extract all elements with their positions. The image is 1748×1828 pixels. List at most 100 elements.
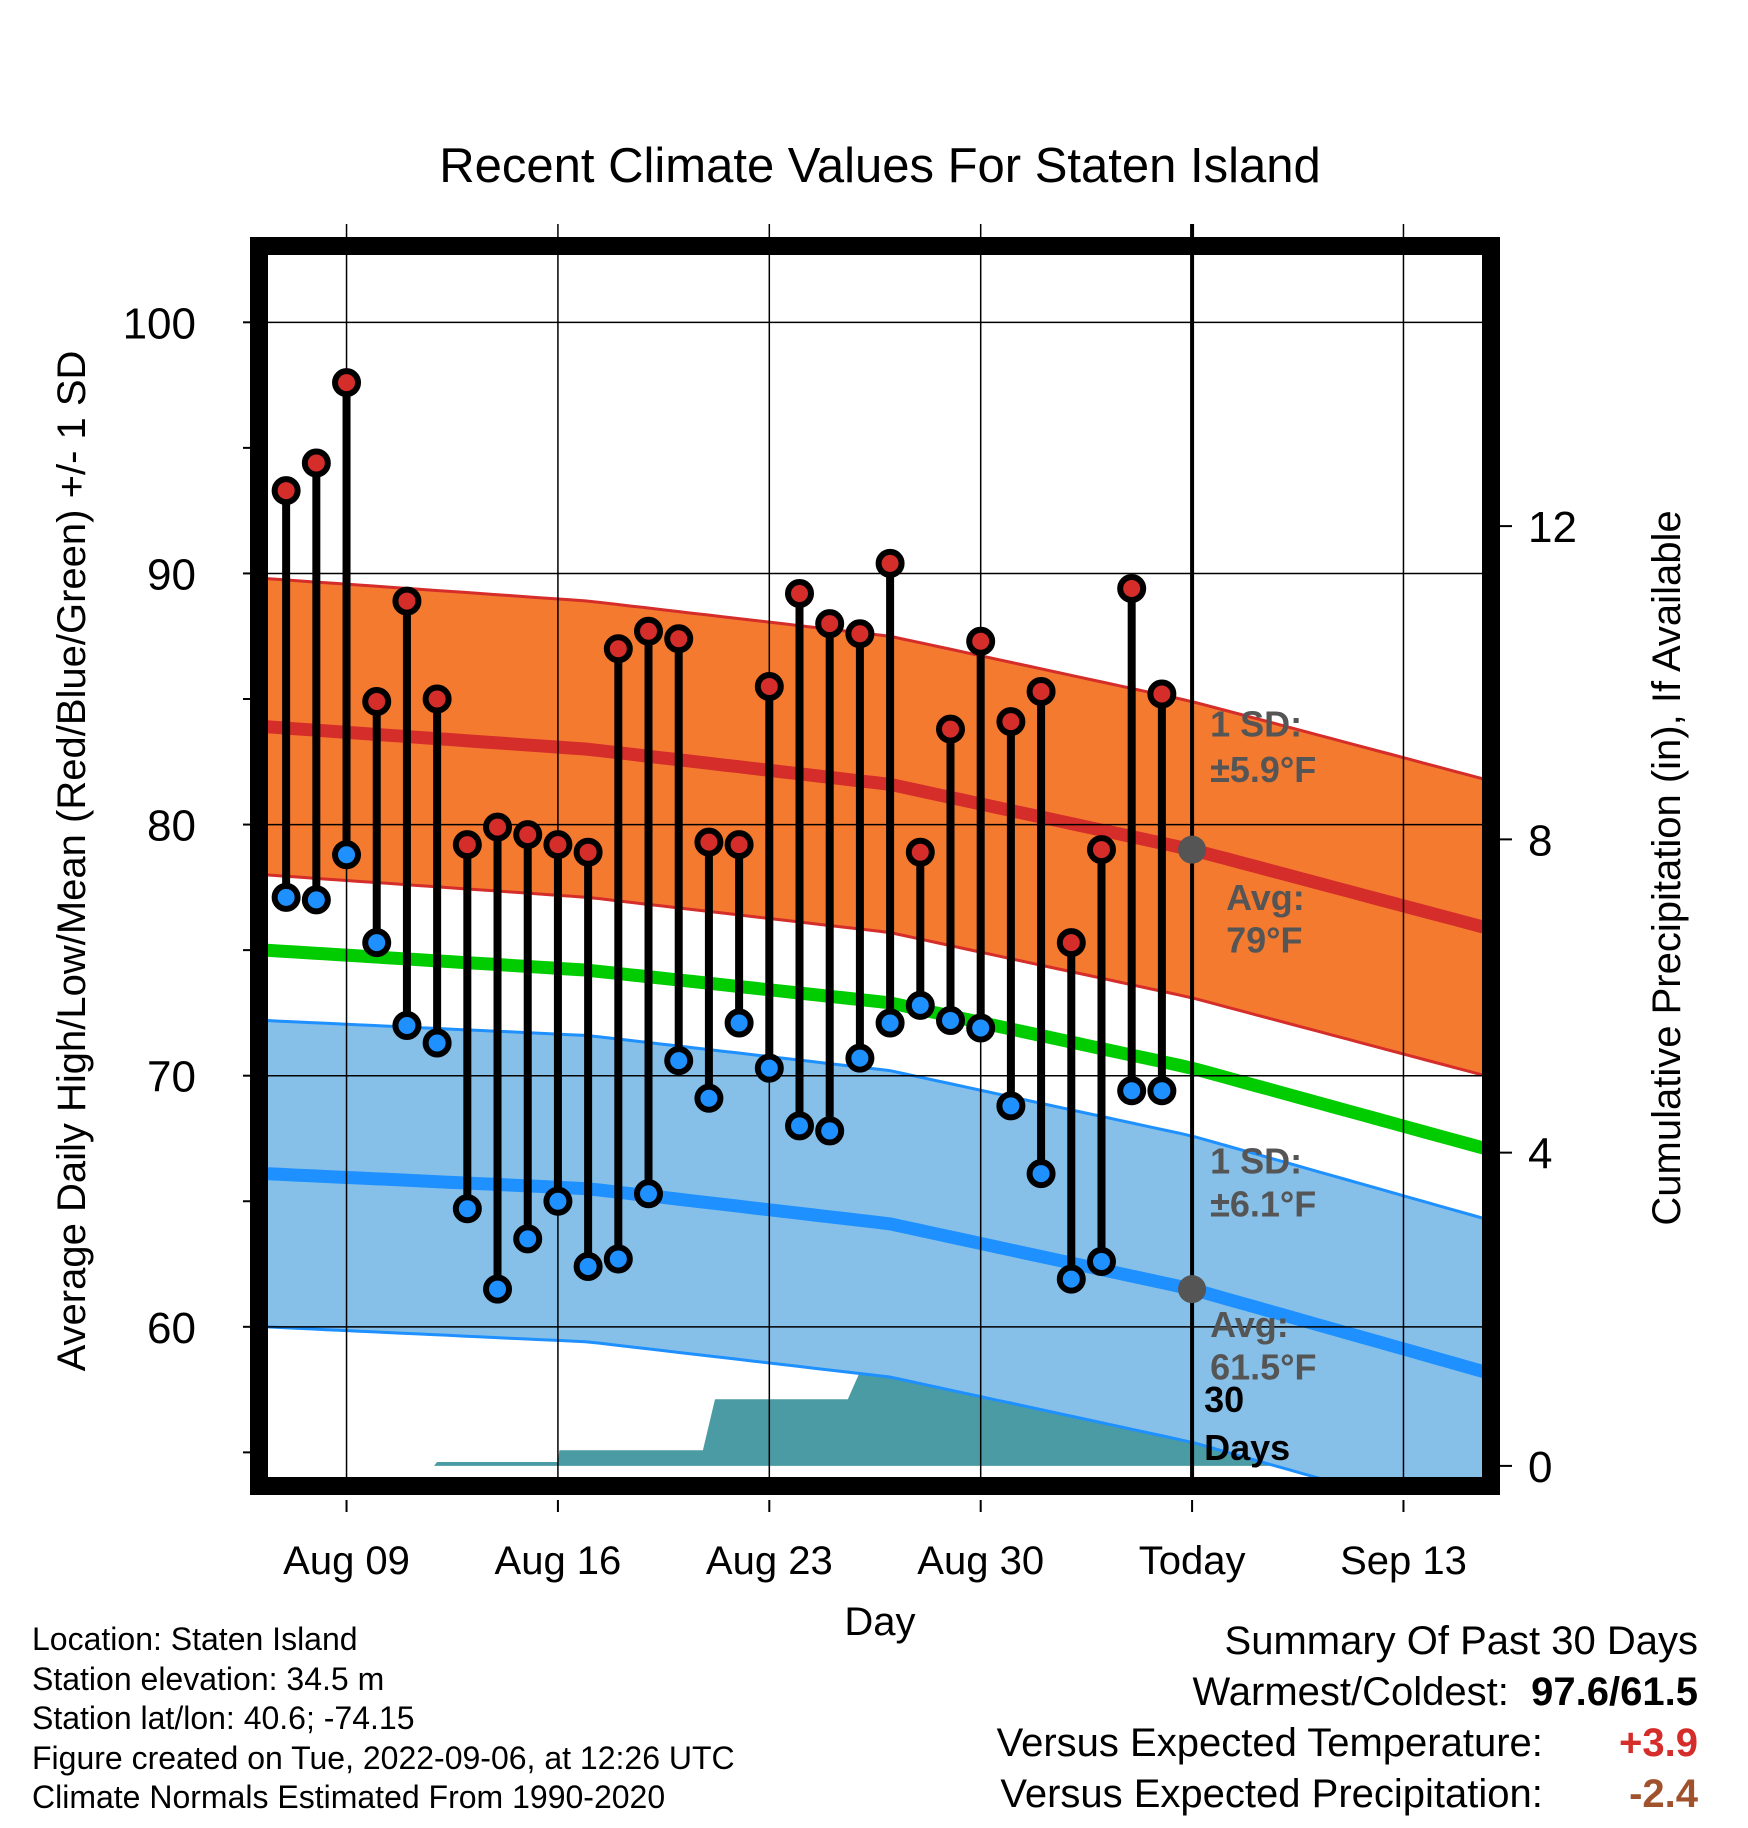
low-sd-value: ±6.1°F <box>1210 1183 1316 1224</box>
y2-tick-label: 12 <box>1528 503 1577 552</box>
daily-low-marker <box>362 928 392 958</box>
daily-high-marker <box>1086 835 1116 865</box>
daily-low-marker <box>996 1091 1026 1121</box>
temp-anomaly-label: Versus Expected Temperature: <box>996 1721 1543 1765</box>
daily-low-marker <box>845 1043 875 1073</box>
daily-low-marker <box>452 1194 482 1224</box>
daily-low-marker <box>785 1111 815 1141</box>
daily-high-marker <box>664 624 694 654</box>
daily-low-marker <box>301 885 331 915</box>
station-info: Location: Staten Island Station elevatio… <box>32 1620 735 1818</box>
x-tick-label: Aug 16 <box>495 1539 622 1583</box>
plot-frame <box>250 237 1500 1495</box>
x-tick-label: Sep 13 <box>1340 1539 1467 1583</box>
low-avg-label: Avg: <box>1210 1304 1289 1345</box>
daily-high-marker <box>724 830 754 860</box>
x-tick-label: Aug 09 <box>283 1539 410 1583</box>
daily-low-marker <box>724 1008 754 1038</box>
daily-low-marker <box>1117 1076 1147 1106</box>
daily-low-marker <box>875 1008 905 1038</box>
warm-cold-value: 97.6/61.5 <box>1531 1670 1698 1714</box>
low-sd-band <box>265 1020 1485 1480</box>
daily-low-marker <box>634 1179 664 1209</box>
daily-high-marker <box>301 448 331 478</box>
chart-title: Recent Climate Values For Staten Island <box>439 139 1321 193</box>
y-tick-label: 90 <box>147 550 196 599</box>
daily-low-marker <box>754 1053 784 1083</box>
daily-high-marker <box>694 827 724 857</box>
high-sd-band <box>265 578 1485 1076</box>
y-tick-label: 60 <box>147 1304 196 1353</box>
daily-low-marker <box>935 1005 965 1035</box>
daily-high-marker <box>543 830 573 860</box>
daily-high-marker <box>483 812 513 842</box>
daily-low-marker <box>483 1274 513 1304</box>
daily-low-marker <box>543 1186 573 1216</box>
high-sd-label: 1 SD: <box>1210 704 1302 745</box>
climate-normals-note: Climate Normals Estimated From 1990-2020 <box>32 1779 666 1815</box>
summary-title: Summary Of Past 30 Days <box>1224 1619 1698 1663</box>
daily-low-marker <box>603 1244 633 1274</box>
daily-high-marker <box>935 714 965 744</box>
low-band-lower-edge <box>265 1325 1331 1480</box>
summary-warm-cold-row: Warmest/Coldest: 97.6/61.5 <box>997 1667 1699 1718</box>
y-tick-label: 80 <box>147 802 196 851</box>
daily-high-marker <box>1147 679 1177 709</box>
daily-high-marker <box>1056 928 1086 958</box>
y2-tick-label: 0 <box>1528 1443 1552 1492</box>
station-location: Location: Staten Island <box>32 1621 358 1657</box>
daily-high-marker <box>452 830 482 860</box>
summary-precip-row: Versus Expected Precipitation: -2.4 <box>997 1769 1698 1820</box>
daily-high-marker <box>332 368 362 398</box>
daily-high-marker <box>875 548 905 578</box>
daily-low-marker <box>1086 1247 1116 1277</box>
x-axis-label: Day <box>844 1600 915 1644</box>
y-axis-label: Average Daily High/Low/Mean (Red/Blue/Gr… <box>50 351 94 1372</box>
daily-high-marker <box>785 579 815 609</box>
high-band-upper-edge <box>265 577 1485 781</box>
daily-high-marker <box>845 619 875 649</box>
summary-panel: Summary Of Past 30 Days Warmest/Coldest:… <box>997 1616 1698 1820</box>
low-sd-label: 1 SD: <box>1210 1141 1302 1182</box>
precip-anomaly-label: Versus Expected Precipitation: <box>1000 1772 1543 1816</box>
daily-low-marker <box>1026 1159 1056 1189</box>
precip-anomaly-value: -2.4 <box>1629 1772 1698 1816</box>
daily-low-marker <box>664 1046 694 1076</box>
daily-low-marker <box>966 1013 996 1043</box>
daily-high-marker <box>1117 574 1147 604</box>
y-tick-label: 100 <box>123 299 196 348</box>
temp-anomaly-value: +3.9 <box>1619 1721 1698 1765</box>
period-number-label: 30 <box>1204 1379 1244 1420</box>
y2-tick-label: 4 <box>1528 1130 1552 1179</box>
daily-low-marker <box>694 1083 724 1113</box>
high-avg-label: Avg: <box>1226 877 1305 918</box>
y-tick-label: 70 <box>147 1053 196 1102</box>
x-tick-label: Today <box>1139 1539 1246 1583</box>
daily-high-marker <box>422 684 452 714</box>
today-normal-low-dot <box>1178 1275 1207 1304</box>
daily-high-marker <box>905 837 935 867</box>
normal-high-line <box>265 720 1485 934</box>
daily-high-marker <box>392 586 422 616</box>
daily-high-marker <box>513 820 543 850</box>
daily-low-marker <box>332 840 362 870</box>
high-avg-value: 79°F <box>1226 920 1302 961</box>
daily-high-marker <box>754 671 784 701</box>
daily-high-marker <box>815 609 845 639</box>
warm-cold-label: Warmest/Coldest: <box>1192 1670 1509 1714</box>
daily-high-marker <box>1026 676 1056 706</box>
x-tick-label: Aug 23 <box>706 1539 833 1583</box>
today-normal-high-dot <box>1178 835 1207 864</box>
x-tick-label: Aug 30 <box>917 1539 1044 1583</box>
daily-high-marker <box>996 707 1026 737</box>
daily-high-marker <box>573 837 603 867</box>
station-elevation: Station elevation: 34.5 m <box>32 1660 385 1697</box>
daily-high-marker <box>603 634 633 664</box>
daily-low-marker <box>905 990 935 1020</box>
daily-high-marker <box>634 616 664 646</box>
daily-high-marker <box>362 687 392 717</box>
y2-tick-label: 8 <box>1528 816 1552 865</box>
daily-low-marker <box>513 1224 543 1254</box>
daily-low-marker <box>815 1116 845 1146</box>
